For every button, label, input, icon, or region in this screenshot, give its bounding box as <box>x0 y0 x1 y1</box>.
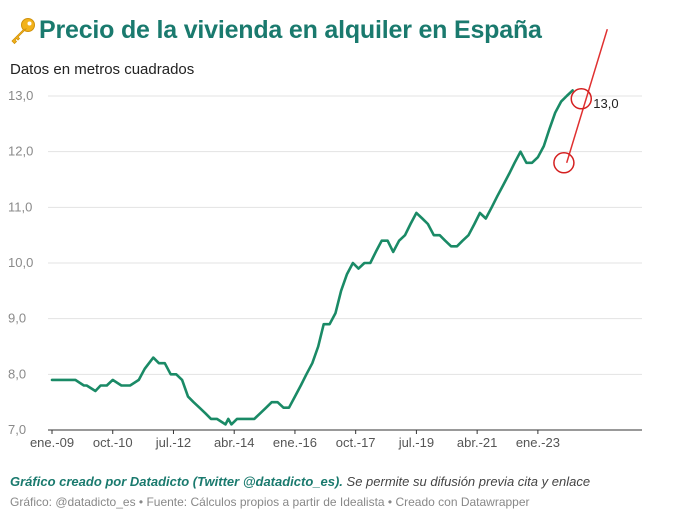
chart: 7,0 8,0 9,0 10,0 11,0 12,0 13,0 ene.-09 oct.-10… <box>8 28 642 450</box>
annotations: 13,0 <box>553 28 619 174</box>
x-tick-label: jul.-19 <box>398 435 434 450</box>
y-tick-label: 8,0 <box>8 366 26 381</box>
value-label: 13,0 <box>593 96 618 111</box>
annotation-circle <box>570 88 593 110</box>
credit-author: Gráfico creado por Datadicto (Twitter @d… <box>10 474 343 489</box>
trend-line <box>565 28 609 164</box>
key-icon <box>11 17 35 44</box>
x-tick-label: ene.-16 <box>273 435 317 450</box>
y-axis-ticks: 7,0 8,0 9,0 10,0 11,0 12,0 13,0 <box>8 88 33 437</box>
y-tick-label: 9,0 <box>8 311 26 326</box>
x-tick-label: ene.-09 <box>30 435 74 450</box>
annotation-circle <box>553 152 575 174</box>
page-title: Precio de la vivienda en alquiler en Esp… <box>39 16 542 44</box>
y-tick-label: 7,0 <box>8 422 26 437</box>
credit-note: Se permite su difusión previa cita y enl… <box>342 474 591 489</box>
y-tick-label: 13,0 <box>8 88 33 103</box>
chart-subtitle: Datos en metros cuadrados <box>10 61 195 78</box>
y-tick-label: 11,0 <box>8 199 32 214</box>
x-tick-label: jul.-12 <box>155 435 191 450</box>
gridlines <box>48 95 642 431</box>
x-tick-label: ene.-23 <box>516 435 560 450</box>
y-tick-label: 10,0 <box>8 255 33 270</box>
y-tick-label: 12,0 <box>8 144 33 159</box>
x-tick-label: abr.-14 <box>214 435 254 450</box>
title-row: Precio de la vivienda en alquiler en Esp… <box>8 16 542 45</box>
x-tick-label: oct.-17 <box>336 435 376 450</box>
x-tick-label: oct.-10 <box>93 435 133 450</box>
footer-source: Gráfico: @datadicto_es • Fuente: Cálculo… <box>10 495 530 509</box>
series-layer <box>50 89 574 426</box>
series-line <box>50 89 574 426</box>
x-tick-label: abr.-21 <box>457 435 497 450</box>
x-axis-ticks: ene.-09 oct.-10 jul.-12 abr.-14 ene.-16 oct.-… <box>30 430 560 450</box>
credit-line: Gráfico creado por Datadicto (Twitter @d… <box>10 474 590 489</box>
